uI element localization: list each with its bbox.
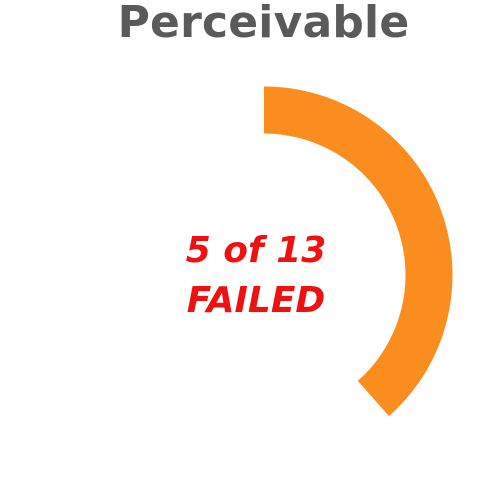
failed-count-label: 5 of 13 bbox=[185, 230, 327, 271]
gauge-center-label: 5 of 13 FAILED bbox=[156, 226, 356, 326]
gauge-layer bbox=[263, 86, 453, 417]
failed-status-label: FAILED bbox=[186, 280, 326, 321]
failed-arc bbox=[263, 86, 453, 417]
chart-title: Perceivable bbox=[117, 0, 410, 48]
